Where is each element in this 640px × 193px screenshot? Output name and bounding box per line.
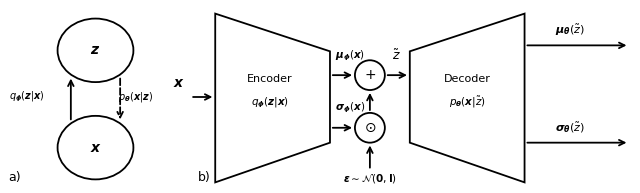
Text: $+$: $+$ — [364, 68, 376, 82]
Text: a): a) — [9, 171, 21, 184]
Polygon shape — [410, 14, 525, 182]
Circle shape — [355, 113, 385, 143]
Circle shape — [355, 60, 385, 90]
Text: $\boldsymbol{\mu}_{\boldsymbol{\phi}}(\boldsymbol{x})$: $\boldsymbol{\mu}_{\boldsymbol{\phi}}(\b… — [335, 49, 365, 63]
Ellipse shape — [58, 116, 133, 179]
Text: $q_{\boldsymbol{\phi}}(\boldsymbol{z}|\boldsymbol{x})$: $q_{\boldsymbol{\phi}}(\boldsymbol{z}|\b… — [9, 90, 45, 104]
Text: $\boldsymbol{\epsilon} \sim \mathcal{N}(\mathbf{0}, \mathbf{I})$: $\boldsymbol{\epsilon} \sim \mathcal{N}(… — [343, 173, 397, 185]
Text: $p_{\boldsymbol{\theta}}(\boldsymbol{x}|\boldsymbol{z})$: $p_{\boldsymbol{\theta}}(\boldsymbol{x}|… — [118, 90, 154, 104]
Text: b): b) — [198, 171, 211, 184]
Text: $p_{\boldsymbol{\theta}}(\boldsymbol{x}|\tilde{z})$: $p_{\boldsymbol{\theta}}(\boldsymbol{x}|… — [449, 95, 486, 110]
Text: Encoder: Encoder — [247, 74, 293, 84]
Text: $\boldsymbol{x}$: $\boldsymbol{x}$ — [173, 76, 186, 90]
Ellipse shape — [58, 19, 133, 82]
Text: $\boldsymbol{z}$: $\boldsymbol{z}$ — [90, 43, 100, 57]
Text: $\boldsymbol{x}$: $\boldsymbol{x}$ — [90, 141, 101, 155]
Text: $\tilde{z}$: $\tilde{z}$ — [392, 49, 401, 63]
Text: $\boldsymbol{\sigma}_{\boldsymbol{\theta}}(\tilde{z})$: $\boldsymbol{\sigma}_{\boldsymbol{\theta… — [556, 120, 586, 135]
Text: $\boldsymbol{\mu}_{\boldsymbol{\theta}}(\tilde{z})$: $\boldsymbol{\mu}_{\boldsymbol{\theta}}(… — [556, 23, 586, 38]
Text: $\boldsymbol{\sigma}_{\boldsymbol{\phi}}(\boldsymbol{x})$: $\boldsymbol{\sigma}_{\boldsymbol{\phi}}… — [335, 100, 365, 115]
Text: $\odot$: $\odot$ — [364, 121, 376, 135]
Text: Decoder: Decoder — [444, 74, 491, 84]
Text: $q_{\boldsymbol{\phi}}(\boldsymbol{z}|\boldsymbol{x})$: $q_{\boldsymbol{\phi}}(\boldsymbol{z}|\b… — [251, 96, 289, 110]
Polygon shape — [215, 14, 330, 182]
